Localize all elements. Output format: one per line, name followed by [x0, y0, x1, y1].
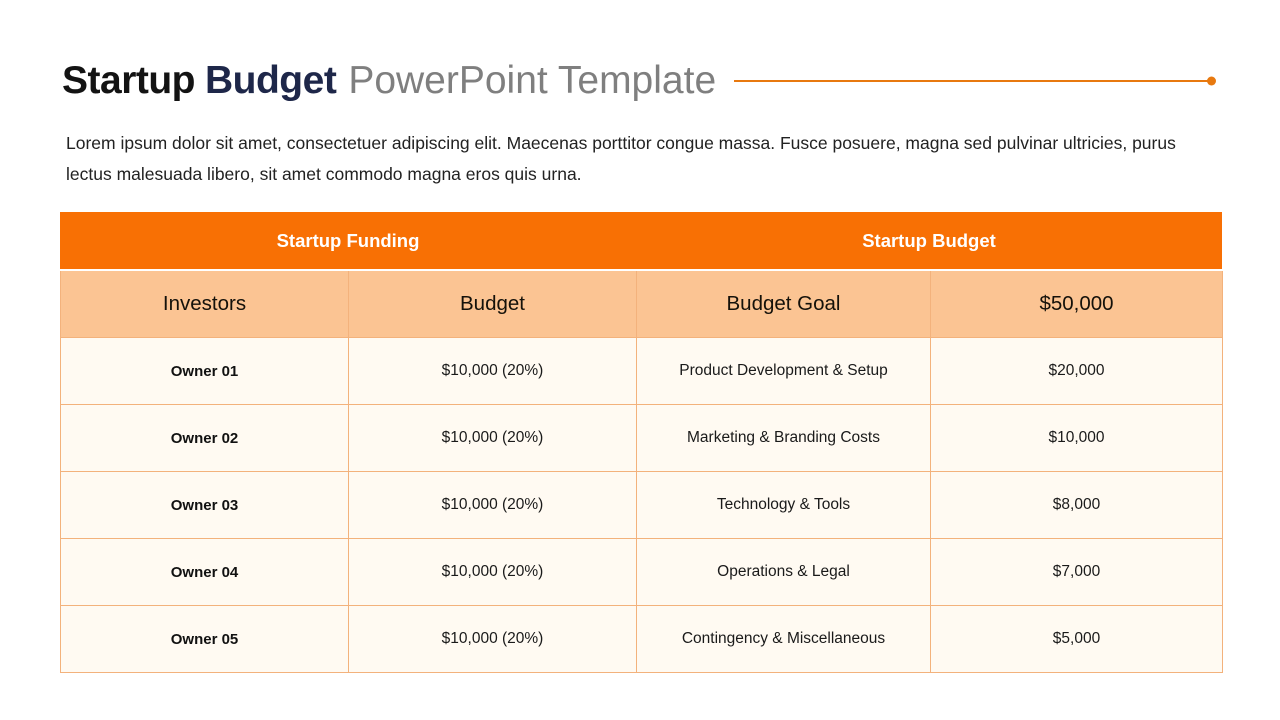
goal-cell: Marketing & Branding Costs [637, 405, 931, 472]
table-body: Investors Budget Budget Goal $50,000 Own… [60, 271, 1223, 673]
goal-cell: Product Development & Setup [637, 338, 931, 405]
amount-cell: $5,000 [931, 606, 1223, 673]
owner-cell: Owner 04 [61, 539, 349, 606]
budget-cell: $10,000 (20%) [349, 539, 637, 606]
column-header-budget-goal: Budget Goal [637, 271, 931, 338]
title-rule [734, 76, 1216, 86]
owner-cell: Owner 03 [61, 472, 349, 539]
intro-paragraph: Lorem ipsum dolor sit amet, consectetuer… [66, 133, 1176, 184]
page-title: Startup Budget PowerPoint Template [62, 58, 1218, 104]
title-subtitle: PowerPoint Template [348, 59, 717, 102]
rule-end-dot-icon [1207, 76, 1216, 86]
budget-table: Startup Funding Startup Budget Investors… [60, 212, 1223, 673]
column-header-total: $50,000 [931, 271, 1223, 338]
amount-cell: $7,000 [931, 539, 1223, 606]
amount-cell: $10,000 [931, 405, 1223, 472]
owner-cell: Owner 02 [61, 405, 349, 472]
column-header-investors: Investors [61, 271, 349, 338]
column-header-budget: Budget [349, 271, 637, 338]
amount-cell: $20,000 [931, 338, 1223, 405]
budget-cell: $10,000 (20%) [349, 338, 637, 405]
goal-cell: Contingency & Miscellaneous [637, 606, 931, 673]
goal-cell: Technology & Tools [637, 472, 931, 539]
owner-cell: Owner 05 [61, 606, 349, 673]
amount-cell: $8,000 [931, 472, 1223, 539]
title-word-budget: Budget [205, 59, 337, 102]
title-word-startup: Startup [62, 59, 196, 102]
goal-cell: Operations & Legal [637, 539, 931, 606]
group-header-funding: Startup Funding [276, 229, 420, 251]
group-header-row: Startup Funding Startup Budget [60, 212, 1222, 269]
owner-cell: Owner 01 [61, 338, 349, 405]
group-header-budget: Startup Budget [862, 229, 996, 251]
title-text: Startup Budget PowerPoint Template [62, 58, 716, 104]
budget-cell: $10,000 (20%) [349, 405, 637, 472]
budget-cell: $10,000 (20%) [349, 606, 637, 673]
budget-cell: $10,000 (20%) [349, 472, 637, 539]
